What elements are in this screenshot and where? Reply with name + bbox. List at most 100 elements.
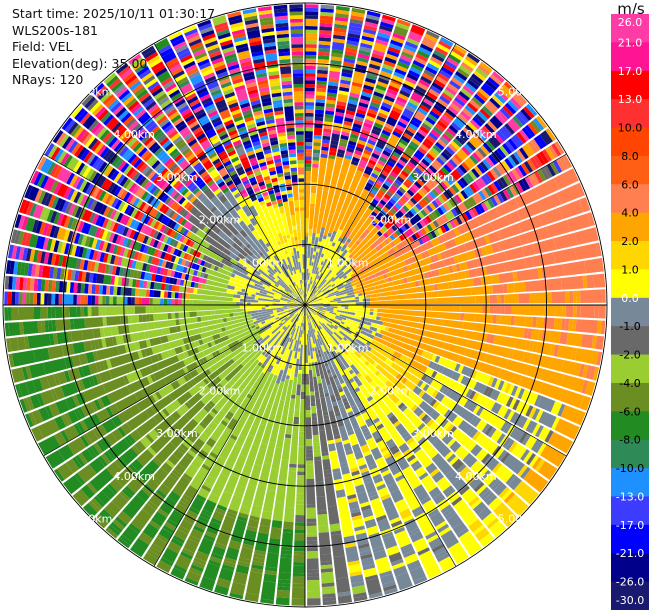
gate xyxy=(340,517,351,524)
gate xyxy=(247,293,252,297)
gate xyxy=(360,387,369,396)
gate xyxy=(69,306,77,318)
gate xyxy=(371,129,381,136)
gate xyxy=(235,256,241,262)
gate xyxy=(432,438,452,458)
gate xyxy=(550,344,556,356)
gate xyxy=(277,586,291,591)
gate xyxy=(299,337,302,341)
gate xyxy=(261,307,266,310)
gate xyxy=(154,162,163,172)
gate xyxy=(321,328,327,336)
gate xyxy=(332,471,342,481)
gate xyxy=(140,149,151,160)
gate xyxy=(346,238,352,244)
gate xyxy=(234,265,249,276)
gate xyxy=(320,253,325,258)
gate xyxy=(325,365,330,371)
gate xyxy=(566,332,583,347)
gate xyxy=(344,275,352,282)
gate xyxy=(9,260,15,275)
gate xyxy=(475,67,489,79)
gate xyxy=(346,490,356,497)
gate xyxy=(85,183,94,195)
gate xyxy=(348,95,359,102)
gate xyxy=(257,264,270,276)
gate xyxy=(170,270,176,278)
gate xyxy=(267,468,279,492)
gate xyxy=(144,205,153,215)
gate xyxy=(504,382,512,394)
gate xyxy=(161,547,179,564)
gate xyxy=(370,172,379,179)
gate xyxy=(215,532,230,547)
gate xyxy=(421,122,432,132)
gate xyxy=(76,306,81,317)
gate xyxy=(432,126,443,135)
gate xyxy=(135,199,144,209)
gate xyxy=(324,347,328,352)
gate xyxy=(305,91,315,95)
gate xyxy=(409,172,418,181)
gate xyxy=(264,287,279,295)
gate xyxy=(342,281,347,285)
gate xyxy=(361,35,375,42)
gate xyxy=(284,352,290,361)
gate xyxy=(328,211,340,234)
gate xyxy=(537,329,543,341)
gate xyxy=(308,369,313,381)
gate xyxy=(54,386,65,400)
gate xyxy=(92,427,102,440)
gate xyxy=(417,437,427,445)
gate xyxy=(320,287,324,291)
gate xyxy=(366,112,377,119)
gate xyxy=(216,383,223,390)
gate xyxy=(103,451,114,463)
gate xyxy=(492,314,497,324)
gate xyxy=(431,291,439,298)
gate xyxy=(280,347,286,355)
gate xyxy=(472,181,481,192)
gate xyxy=(194,282,199,288)
gate xyxy=(321,288,325,292)
gate xyxy=(330,324,338,330)
gate xyxy=(524,279,548,292)
gate xyxy=(537,460,558,480)
gate xyxy=(405,399,413,407)
gate xyxy=(405,104,416,113)
gate xyxy=(275,290,280,294)
gate xyxy=(223,346,244,363)
gate xyxy=(276,346,284,357)
gate xyxy=(423,206,431,215)
gate xyxy=(392,279,401,286)
gate xyxy=(363,477,373,484)
gate xyxy=(149,228,156,238)
gate xyxy=(437,235,444,244)
gate xyxy=(414,181,422,189)
gate xyxy=(375,456,384,464)
gate xyxy=(305,7,319,12)
gate xyxy=(360,320,368,325)
gate xyxy=(343,120,353,127)
gate xyxy=(483,199,492,210)
gate xyxy=(274,312,286,319)
gate xyxy=(342,385,356,408)
gate xyxy=(80,402,96,417)
gate xyxy=(131,445,141,456)
gate xyxy=(313,138,322,143)
gate xyxy=(73,191,82,204)
gate xyxy=(562,154,572,169)
gate xyxy=(366,525,379,536)
gate xyxy=(335,264,348,276)
gate xyxy=(352,320,361,326)
gate xyxy=(533,155,543,168)
gate xyxy=(65,256,78,269)
gate xyxy=(338,268,352,280)
gate xyxy=(443,246,460,259)
gate xyxy=(105,432,118,446)
gate xyxy=(243,308,251,312)
gate xyxy=(305,131,313,139)
gate xyxy=(326,323,334,330)
gate xyxy=(176,408,184,417)
gate xyxy=(381,18,395,26)
